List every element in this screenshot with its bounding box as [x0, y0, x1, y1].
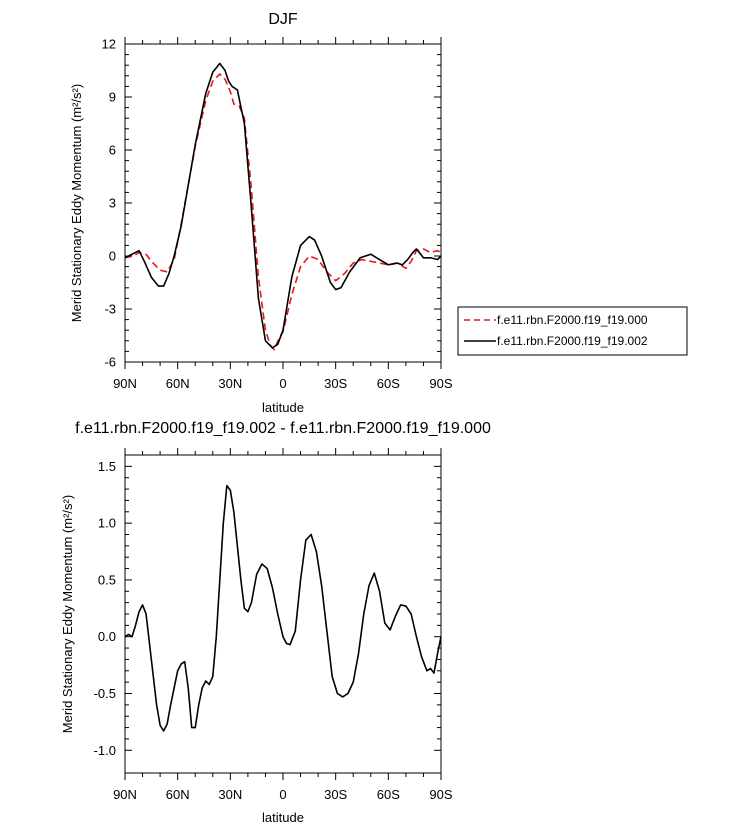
y-tick-label: -3 — [104, 302, 116, 317]
x-tick-label: 30N — [218, 787, 242, 802]
x-tick-label: 90S — [429, 787, 452, 802]
x-tick-label: 60N — [166, 787, 190, 802]
y-tick-label: 6 — [109, 143, 116, 158]
x-tick-label: 60N — [166, 376, 190, 391]
y-tick-label: 12 — [102, 37, 116, 52]
legend: f.e11.rbn.F2000.f19_f19.000 f.e11.rbn.F2… — [457, 306, 688, 356]
y-tick-labels: -6 -3 0 3 6 9 12 — [102, 37, 116, 370]
plot-frame — [124, 454, 442, 774]
x-tick-labels: 90N 60N 30N 0 30S 60S 90S — [113, 787, 453, 802]
difference-panel: f.e11.rbn.F2000.f19_f19.002 - f.e11.rbn.… — [60, 420, 491, 825]
x-tick-label: 30S — [324, 787, 347, 802]
tick-marks — [124, 448, 442, 780]
y-tick-label: -1.0 — [94, 743, 116, 758]
y-tick-label: 1.5 — [98, 459, 116, 474]
y-tick-label: 1.0 — [98, 516, 116, 531]
x-tick-label: 0 — [279, 376, 286, 391]
y-tick-label: 9 — [109, 90, 116, 105]
x-tick-label: 90S — [429, 376, 452, 391]
x-axis-label: latitude — [262, 810, 304, 825]
chart-title: f.e11.rbn.F2000.f19_f19.002 - f.e11.rbn.… — [75, 420, 491, 437]
tick-marks — [124, 37, 442, 369]
series-line-0 — [124, 484, 442, 732]
y-tick-label: 0.5 — [98, 572, 116, 587]
x-tick-label: 30S — [324, 376, 347, 391]
x-tick-label: 30N — [218, 376, 242, 391]
x-tick-label: 60S — [377, 376, 400, 391]
series-line-0 — [124, 73, 442, 351]
djf-panel: DJF -6 -3 0 3 6 9 12 90N 60N 30N 0 30S 60S 90S latit… — [69, 11, 688, 415]
series-line-1 — [124, 62, 442, 349]
x-tick-label: 0 — [279, 787, 286, 802]
series-layer — [124, 484, 442, 732]
plot-frame — [124, 43, 442, 363]
y-tick-label: -6 — [104, 355, 116, 370]
legend-box — [457, 306, 688, 356]
y-tick-label: 0 — [109, 249, 116, 264]
x-tick-label: 60S — [377, 787, 400, 802]
y-tick-label: 3 — [109, 196, 116, 211]
x-tick-label: 90N — [113, 787, 137, 802]
legend-label-002: f.e11.rbn.F2000.f19_f19.002 — [497, 334, 648, 348]
x-axis-label: latitude — [262, 400, 304, 415]
y-axis-label: Merid Stationary Eddy Momentum (m²/s²) — [69, 84, 84, 322]
x-tick-labels: 90N 60N 30N 0 30S 60S 90S — [113, 376, 453, 391]
y-tick-labels: -1.0 -0.5 0.0 0.5 1.0 1.5 — [94, 459, 116, 758]
series-layer — [124, 62, 442, 351]
y-tick-label: 0.0 — [98, 629, 116, 644]
y-tick-label: -0.5 — [94, 686, 116, 701]
chart-title: DJF — [268, 11, 298, 28]
y-axis-label: Merid Stationary Eddy Momentum (m²/s²) — [60, 495, 75, 733]
legend-label-000: f.e11.rbn.F2000.f19_f19.000 — [497, 313, 648, 327]
x-tick-label: 90N — [113, 376, 137, 391]
